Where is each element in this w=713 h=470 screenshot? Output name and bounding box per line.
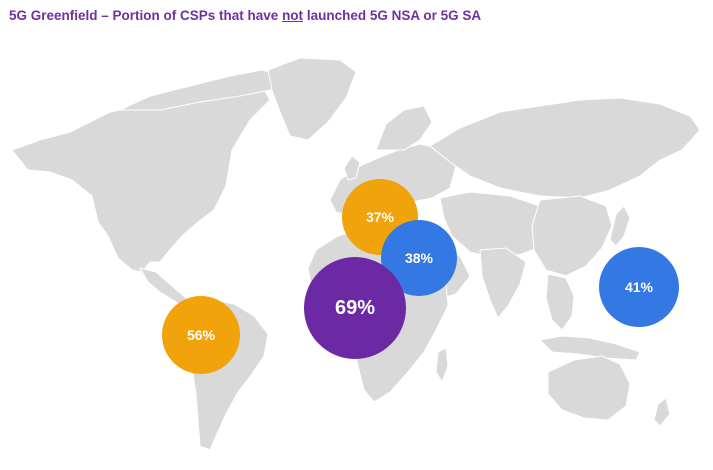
east-asia xyxy=(531,195,613,277)
asia-pacific-bubble: 41% xyxy=(599,247,679,327)
title-emphasis: not xyxy=(282,8,304,23)
africa-bubble: 69% xyxy=(304,257,406,359)
madagascar xyxy=(435,347,449,384)
greenland xyxy=(267,57,357,141)
india xyxy=(479,247,527,319)
australia xyxy=(547,355,631,421)
north-asia xyxy=(429,97,701,199)
asia-pacific-value: 41% xyxy=(624,279,654,295)
latin-america-value: 56% xyxy=(186,327,216,343)
latin-america-bubble: 56% xyxy=(162,296,240,374)
north-america-landmass xyxy=(11,85,271,273)
title-text-after: launched 5G NSA or 5G SA xyxy=(303,8,482,23)
new-zealand xyxy=(653,397,671,427)
british-isles xyxy=(343,155,361,181)
indonesia xyxy=(538,335,641,361)
map-title: 5G Greenfield – Portion of CSPs that hav… xyxy=(9,8,481,23)
middle-east-value: 38% xyxy=(404,250,434,266)
southeast-asia xyxy=(545,273,575,331)
japan xyxy=(609,205,631,247)
europe-value: 37% xyxy=(365,209,395,225)
africa-value: 69% xyxy=(334,296,376,319)
title-text-before: 5G Greenfield – Portion of CSPs that hav… xyxy=(9,8,283,23)
scandinavia xyxy=(375,105,433,151)
